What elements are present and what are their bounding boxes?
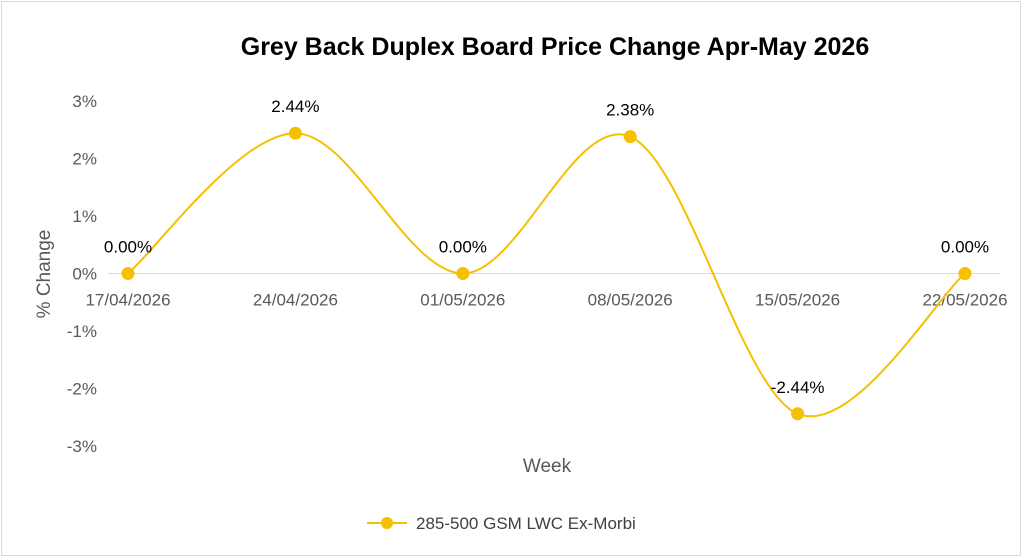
x-tick-label: 22/05/2026 bbox=[922, 291, 1007, 310]
x-axis-ticks: 17/04/2026 24/04/2026 01/05/2026 08/05/2026… bbox=[85, 291, 1007, 310]
data-label: 0.00% bbox=[439, 238, 487, 257]
y-tick-label: -1% bbox=[67, 322, 97, 341]
data-label: 0.00% bbox=[941, 238, 989, 257]
y-tick-label: 0% bbox=[72, 265, 97, 284]
legend-label: 285-500 GSM LWC Ex-Morbi bbox=[416, 514, 636, 533]
data-point[interactable] bbox=[456, 267, 470, 280]
y-tick-label: -2% bbox=[67, 380, 97, 399]
y-tick-label: -3% bbox=[67, 437, 97, 456]
x-tick-label: 17/04/2026 bbox=[85, 291, 170, 310]
data-point[interactable] bbox=[623, 130, 637, 144]
data-label: 0.00% bbox=[104, 238, 152, 257]
chart-title: Grey Back Duplex Board Price Change Apr-… bbox=[241, 33, 869, 61]
data-label: -2.44% bbox=[771, 378, 825, 397]
y-tick-label: 2% bbox=[72, 150, 97, 169]
legend-marker-icon bbox=[381, 517, 393, 529]
data-label: 2.38% bbox=[606, 101, 654, 120]
y-tick-label: 1% bbox=[72, 207, 97, 226]
data-point[interactable] bbox=[958, 267, 972, 280]
x-tick-label: 24/04/2026 bbox=[253, 291, 338, 310]
x-tick-label: 08/05/2026 bbox=[588, 291, 673, 310]
y-axis-ticks: 3% 2% 1% 0% -1% -2% -3% bbox=[67, 92, 97, 456]
data-label: 2.44% bbox=[271, 97, 319, 116]
y-tick-label: 3% bbox=[72, 92, 97, 111]
data-point[interactable] bbox=[121, 267, 135, 280]
series-line bbox=[127, 132, 966, 418]
legend[interactable]: 285-500 GSM LWC Ex-Morbi bbox=[367, 514, 636, 533]
x-axis-title: Week bbox=[523, 456, 572, 477]
x-tick-label: 01/05/2026 bbox=[420, 291, 505, 310]
data-point[interactable] bbox=[791, 407, 805, 421]
x-tick-label: 15/05/2026 bbox=[755, 291, 840, 310]
data-point[interactable] bbox=[288, 126, 302, 140]
series-layer: 0.00% 2.44% 0.00% 2.38% -2.44% 0.00% bbox=[104, 97, 989, 421]
y-axis-title: % Change bbox=[34, 230, 55, 319]
